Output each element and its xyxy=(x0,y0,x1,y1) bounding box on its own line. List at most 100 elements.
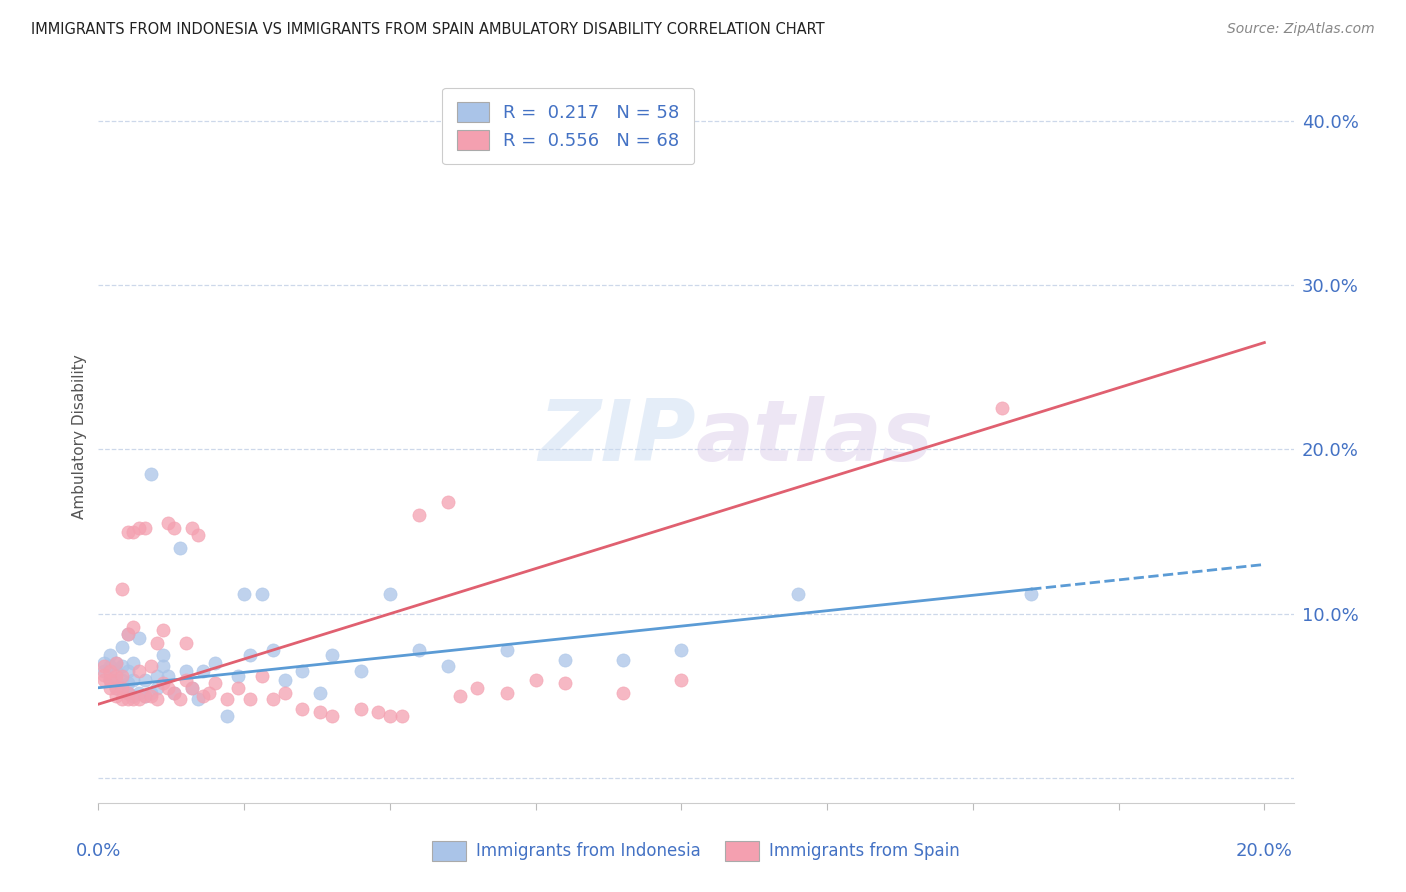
Point xyxy=(122,689,145,703)
Point xyxy=(467,681,489,695)
Point xyxy=(117,675,139,690)
Point xyxy=(134,521,156,535)
Point xyxy=(117,665,139,679)
Point xyxy=(111,640,134,654)
Point xyxy=(437,495,460,509)
Point xyxy=(134,689,156,703)
Point xyxy=(449,689,471,703)
Point xyxy=(1019,587,1042,601)
Point xyxy=(122,673,145,687)
Point xyxy=(98,673,121,687)
Point xyxy=(134,689,156,703)
Point xyxy=(145,681,167,695)
Point xyxy=(215,708,238,723)
Point xyxy=(104,681,127,695)
Point xyxy=(139,467,162,481)
Point xyxy=(309,706,332,720)
Point xyxy=(186,528,208,542)
Point xyxy=(367,706,389,720)
Point xyxy=(145,636,167,650)
Text: ZIP: ZIP xyxy=(538,395,696,479)
Point xyxy=(134,673,156,687)
Text: 0.0%: 0.0% xyxy=(76,842,121,860)
Point xyxy=(991,401,1014,416)
Point xyxy=(122,692,145,706)
Point xyxy=(111,692,134,706)
Text: atlas: atlas xyxy=(696,395,934,479)
Point xyxy=(554,675,576,690)
Point xyxy=(157,516,180,531)
Point xyxy=(163,686,186,700)
Point xyxy=(111,659,134,673)
Point xyxy=(145,692,167,706)
Point xyxy=(98,673,121,687)
Point xyxy=(104,665,127,679)
Point xyxy=(215,692,238,706)
Point xyxy=(122,524,145,539)
Point xyxy=(93,665,115,679)
Point xyxy=(104,681,127,695)
Point xyxy=(128,686,150,700)
Point xyxy=(169,692,191,706)
Point xyxy=(193,689,215,703)
Point xyxy=(321,708,343,723)
Point xyxy=(309,686,332,700)
Point xyxy=(139,689,162,703)
Point xyxy=(378,587,401,601)
Point xyxy=(291,665,314,679)
Point xyxy=(98,648,121,662)
Point xyxy=(350,665,373,679)
Point xyxy=(198,686,221,700)
Point xyxy=(239,692,262,706)
Point xyxy=(117,692,139,706)
Point xyxy=(93,673,115,687)
Point xyxy=(274,673,297,687)
Point xyxy=(104,669,127,683)
Point xyxy=(104,656,127,670)
Point xyxy=(117,686,139,700)
Point xyxy=(93,659,115,673)
Text: 20.0%: 20.0% xyxy=(1236,842,1292,860)
Point xyxy=(554,653,576,667)
Point xyxy=(180,521,202,535)
Point xyxy=(274,686,297,700)
Point xyxy=(104,673,127,687)
Point xyxy=(98,659,121,673)
Point xyxy=(262,692,284,706)
Point xyxy=(250,587,273,601)
Point xyxy=(350,702,373,716)
Point xyxy=(104,689,127,703)
Point xyxy=(145,669,167,683)
Point xyxy=(163,686,186,700)
Point xyxy=(186,692,208,706)
Point xyxy=(524,673,547,687)
Point xyxy=(104,656,127,670)
Point xyxy=(671,673,693,687)
Point xyxy=(117,686,139,700)
Point xyxy=(122,620,145,634)
Point xyxy=(671,643,693,657)
Point xyxy=(204,675,226,690)
Point xyxy=(117,626,139,640)
Point xyxy=(495,686,517,700)
Point xyxy=(128,521,150,535)
Point xyxy=(157,669,180,683)
Point xyxy=(174,636,197,650)
Point xyxy=(391,708,413,723)
Point xyxy=(117,524,139,539)
Point xyxy=(321,648,343,662)
Point xyxy=(495,643,517,657)
Point xyxy=(152,648,174,662)
Point xyxy=(180,681,202,695)
Point xyxy=(262,643,284,657)
Point xyxy=(128,665,150,679)
Point xyxy=(612,653,634,667)
Point xyxy=(193,665,215,679)
Legend: Immigrants from Indonesia, Immigrants from Spain: Immigrants from Indonesia, Immigrants fr… xyxy=(426,834,966,868)
Point xyxy=(152,675,174,690)
Point xyxy=(174,665,197,679)
Point xyxy=(408,508,430,523)
Point xyxy=(437,659,460,673)
Point xyxy=(93,667,115,681)
Point xyxy=(239,648,262,662)
